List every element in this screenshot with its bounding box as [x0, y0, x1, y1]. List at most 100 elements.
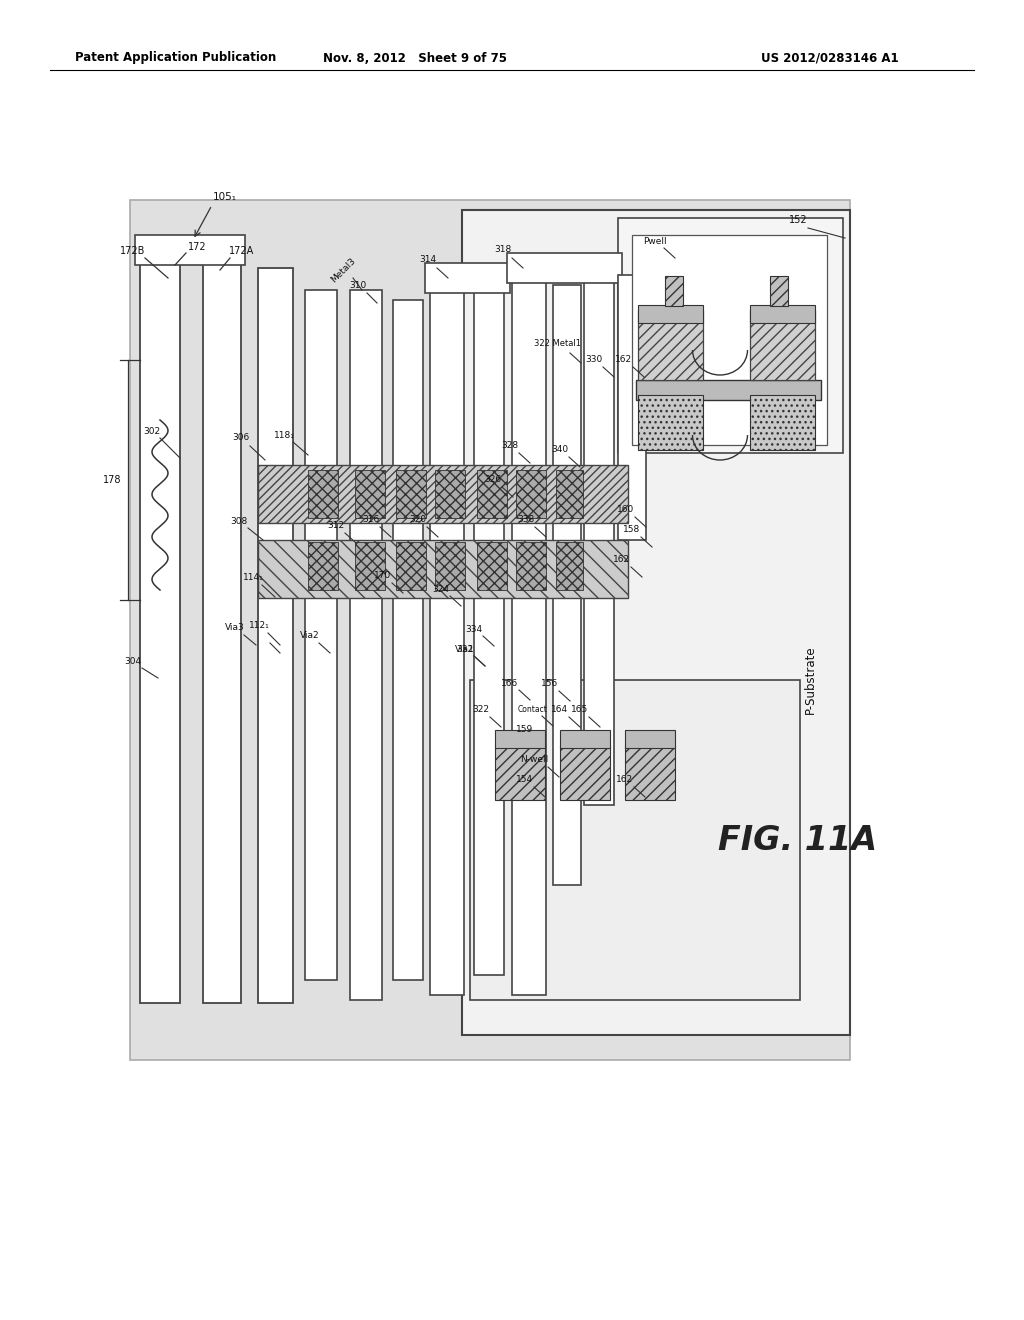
Bar [435, 470, 465, 517]
Bar [638, 310, 703, 380]
Text: Via3: Via3 [225, 623, 245, 632]
Bar [625, 730, 675, 748]
Bar [130, 201, 850, 1060]
Bar [474, 285, 504, 975]
Text: Metal3: Metal3 [329, 256, 357, 284]
Bar [638, 395, 703, 450]
Bar [355, 470, 385, 517]
Text: US 2012/0283146 A1: US 2012/0283146 A1 [761, 51, 899, 65]
Text: 105₁: 105₁ [213, 191, 237, 202]
Bar [495, 730, 545, 748]
Text: 160: 160 [617, 506, 635, 515]
Text: 308: 308 [230, 516, 248, 525]
Text: 162: 162 [616, 776, 634, 784]
Bar [425, 263, 510, 293]
Bar [477, 543, 507, 590]
Bar [512, 265, 546, 995]
Bar [203, 248, 241, 1003]
Bar [618, 218, 843, 453]
Text: Via2: Via2 [300, 631, 319, 640]
Bar [258, 465, 628, 523]
Bar [355, 543, 385, 590]
Text: 152: 152 [788, 215, 807, 224]
Text: 170: 170 [375, 572, 391, 581]
Text: FIG. 11A: FIG. 11A [719, 824, 878, 857]
Bar [396, 470, 426, 517]
Text: 165: 165 [571, 705, 589, 714]
Text: 118₁: 118₁ [273, 430, 295, 440]
Text: 312: 312 [328, 521, 344, 531]
Text: 310: 310 [349, 281, 367, 289]
Text: 332: 332 [457, 644, 473, 653]
Text: 158: 158 [624, 525, 641, 535]
Text: 172A: 172A [229, 246, 255, 256]
Bar [305, 290, 337, 979]
Text: 156: 156 [542, 680, 559, 689]
Text: 334: 334 [466, 624, 482, 634]
Text: 164: 164 [552, 705, 568, 714]
Bar [477, 470, 507, 517]
Bar [665, 276, 683, 306]
Bar [636, 380, 821, 400]
Text: 320: 320 [410, 516, 427, 524]
Bar [470, 680, 800, 1001]
Text: 306: 306 [232, 433, 250, 442]
Text: Via1: Via1 [455, 644, 475, 653]
Bar [556, 543, 583, 590]
Bar [632, 235, 827, 445]
Text: 340: 340 [552, 446, 568, 454]
Bar [393, 300, 423, 979]
Bar [618, 275, 646, 540]
Text: 159: 159 [516, 726, 534, 734]
Bar [507, 253, 622, 282]
Text: 322 Metal1: 322 Metal1 [535, 339, 582, 348]
Bar [462, 210, 850, 1035]
Text: 178: 178 [102, 475, 121, 484]
Bar [750, 310, 815, 380]
Bar [556, 470, 583, 517]
Bar [560, 744, 610, 800]
Bar [560, 730, 610, 748]
Bar [396, 543, 426, 590]
Bar [770, 276, 788, 306]
Bar [750, 305, 815, 323]
Bar [140, 248, 180, 1003]
Text: Patent Application Publication: Patent Application Publication [75, 51, 276, 65]
Bar [308, 470, 338, 517]
Bar [435, 543, 465, 590]
Bar [750, 395, 815, 450]
Bar [516, 543, 546, 590]
Text: 162: 162 [615, 355, 633, 364]
Text: 112₁: 112₁ [249, 622, 269, 631]
Text: Contact: Contact [518, 705, 548, 714]
Bar [625, 744, 675, 800]
Text: 338: 338 [517, 516, 535, 524]
Bar [584, 265, 614, 805]
Text: 172B: 172B [120, 246, 145, 256]
Text: 314: 314 [420, 256, 436, 264]
Text: 172: 172 [187, 242, 206, 252]
Text: 328: 328 [502, 441, 518, 450]
Bar [516, 470, 546, 517]
Bar [553, 285, 581, 884]
Text: P-Substrate: P-Substrate [804, 645, 816, 714]
Text: Nov. 8, 2012   Sheet 9 of 75: Nov. 8, 2012 Sheet 9 of 75 [323, 51, 507, 65]
Text: 326: 326 [484, 475, 502, 484]
Text: Pwell: Pwell [643, 236, 667, 246]
Bar [308, 543, 338, 590]
Text: 166: 166 [502, 678, 518, 688]
Text: 162: 162 [613, 556, 631, 565]
Bar [495, 744, 545, 800]
Text: 154: 154 [516, 776, 534, 784]
Text: 330: 330 [586, 355, 603, 364]
Text: N-well: N-well [520, 755, 548, 764]
Text: 302: 302 [143, 426, 161, 436]
Bar [135, 235, 245, 265]
Bar [430, 275, 464, 995]
Text: 322: 322 [472, 705, 489, 714]
Bar [258, 268, 293, 1003]
Text: 318: 318 [495, 246, 512, 255]
Text: 316: 316 [362, 516, 380, 524]
Text: 324: 324 [432, 585, 450, 594]
Text: 114₁: 114₁ [243, 573, 263, 582]
